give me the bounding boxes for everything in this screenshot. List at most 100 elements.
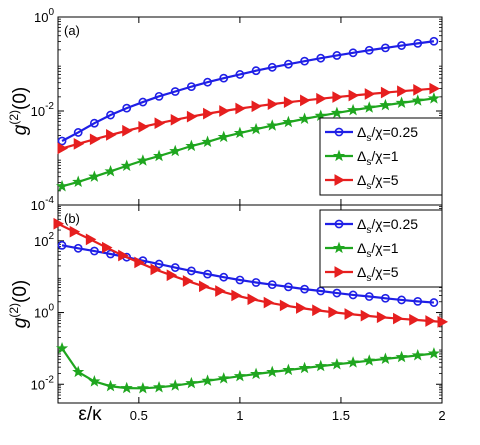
data-point <box>363 101 376 113</box>
data-point <box>88 170 101 182</box>
data-point <box>170 113 182 126</box>
data-point <box>347 356 360 368</box>
data-point <box>364 45 374 55</box>
data-point <box>154 91 164 101</box>
data-point <box>104 164 117 177</box>
data-point <box>170 263 180 272</box>
legend-marker <box>334 219 344 229</box>
data-point <box>348 48 358 58</box>
y-tick-label: 10-4 <box>31 195 55 213</box>
data-point <box>235 70 245 79</box>
data-point <box>166 269 178 282</box>
data-point <box>154 259 164 269</box>
data-point <box>427 92 440 104</box>
data-point <box>411 348 424 361</box>
legend: Δs/χ=0.25 Δs/χ=1 Δs/χ=5 <box>319 209 443 288</box>
data-point <box>397 85 408 98</box>
data-point <box>118 249 129 262</box>
data-point <box>282 115 295 128</box>
data-point <box>381 293 390 303</box>
data-point <box>138 97 148 107</box>
panel-a: 10010-210-4(a)g(2)(0)Δs/χ=0.25Δs/χ=1Δs/χ… <box>7 7 443 213</box>
x-tick-label: 1.5 <box>332 408 350 423</box>
data-point <box>57 142 69 155</box>
data-point <box>429 36 439 46</box>
data-point <box>106 110 115 120</box>
data-point <box>85 233 97 246</box>
data-point <box>379 98 392 111</box>
legend-marker <box>334 174 346 186</box>
data-point <box>120 159 133 172</box>
x-tick-label: 1 <box>236 408 243 423</box>
data-point <box>298 361 311 374</box>
data-point <box>102 241 113 254</box>
data-point <box>395 350 408 363</box>
data-point <box>182 275 194 287</box>
data-point <box>316 92 327 105</box>
data-point <box>169 144 182 157</box>
data-point <box>397 295 406 305</box>
data-point <box>169 379 182 391</box>
data-point <box>425 315 436 327</box>
data-point <box>364 88 376 100</box>
data-point <box>217 372 230 384</box>
data-point <box>251 278 261 287</box>
data-point <box>397 41 406 50</box>
y-tick-label: 10-2 <box>31 374 55 392</box>
data-point <box>363 354 376 366</box>
x-tick-label: 0.5 <box>130 408 148 423</box>
data-point <box>186 266 196 276</box>
data-point <box>330 357 343 370</box>
data-point <box>73 138 85 150</box>
data-point <box>215 285 226 297</box>
data-point <box>89 118 99 128</box>
data-point <box>106 129 117 141</box>
data-point <box>332 51 342 60</box>
data-point <box>279 299 291 312</box>
data-point <box>263 296 275 309</box>
data-point <box>283 59 293 69</box>
data-point <box>411 94 424 106</box>
data-point <box>154 117 166 130</box>
data-point <box>186 110 198 123</box>
data-point <box>203 77 212 87</box>
data-point <box>300 56 309 66</box>
data-point <box>413 296 423 306</box>
data-point <box>330 106 343 119</box>
data-point <box>429 298 439 307</box>
data-point <box>203 107 214 120</box>
series-line <box>61 347 435 390</box>
data-point <box>53 217 65 230</box>
data-point <box>186 82 196 92</box>
data-point <box>199 280 210 293</box>
data-point <box>413 84 424 96</box>
data-point <box>122 124 133 137</box>
legend-marker <box>332 149 346 162</box>
data-point <box>251 100 263 113</box>
data-point <box>150 263 162 276</box>
legend-entry: Δs/χ=0.25 <box>357 216 418 236</box>
panel-label: (b) <box>64 211 80 226</box>
data-point <box>219 272 229 282</box>
data-point <box>185 139 198 152</box>
data-point <box>104 379 117 392</box>
data-point <box>267 280 277 290</box>
data-point <box>348 89 360 102</box>
legend-entry: Δs/χ=0.25 <box>357 124 418 144</box>
data-point <box>266 365 279 378</box>
legend: Δs/χ=0.25 Δs/χ=1 Δs/χ=5 <box>319 117 443 196</box>
data-point <box>395 96 408 109</box>
data-point <box>344 308 356 320</box>
data-point <box>219 73 229 83</box>
data-point <box>153 149 166 162</box>
data-point <box>413 38 423 48</box>
data-point <box>332 288 342 298</box>
y-tick-label: 100 <box>34 303 54 321</box>
x-axis-label: ε/κ <box>78 404 102 425</box>
x-tick-label: 2 <box>438 408 445 423</box>
data-point <box>380 86 392 99</box>
data-point <box>267 62 277 72</box>
data-point <box>347 103 360 116</box>
